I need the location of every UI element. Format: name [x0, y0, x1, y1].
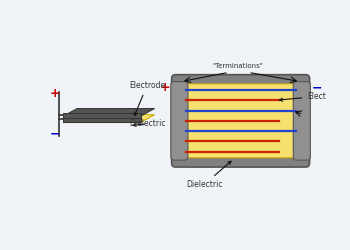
- Polygon shape: [63, 115, 155, 122]
- Polygon shape: [63, 108, 155, 116]
- Text: "Terminations": "Terminations": [213, 63, 264, 69]
- FancyBboxPatch shape: [172, 75, 309, 167]
- Text: Dielectric: Dielectric: [129, 120, 166, 128]
- FancyBboxPatch shape: [171, 82, 188, 160]
- Text: Electrode: Electrode: [129, 81, 165, 116]
- FancyBboxPatch shape: [181, 84, 300, 158]
- Polygon shape: [63, 113, 141, 122]
- Polygon shape: [63, 113, 141, 118]
- Text: −: −: [311, 81, 322, 94]
- Text: +: +: [49, 88, 60, 101]
- FancyBboxPatch shape: [293, 82, 310, 160]
- Text: Dielectric: Dielectric: [186, 161, 231, 189]
- Text: Elect: Elect: [280, 92, 326, 101]
- Text: +: +: [159, 81, 170, 94]
- Polygon shape: [63, 116, 141, 122]
- Text: −: −: [49, 128, 60, 140]
